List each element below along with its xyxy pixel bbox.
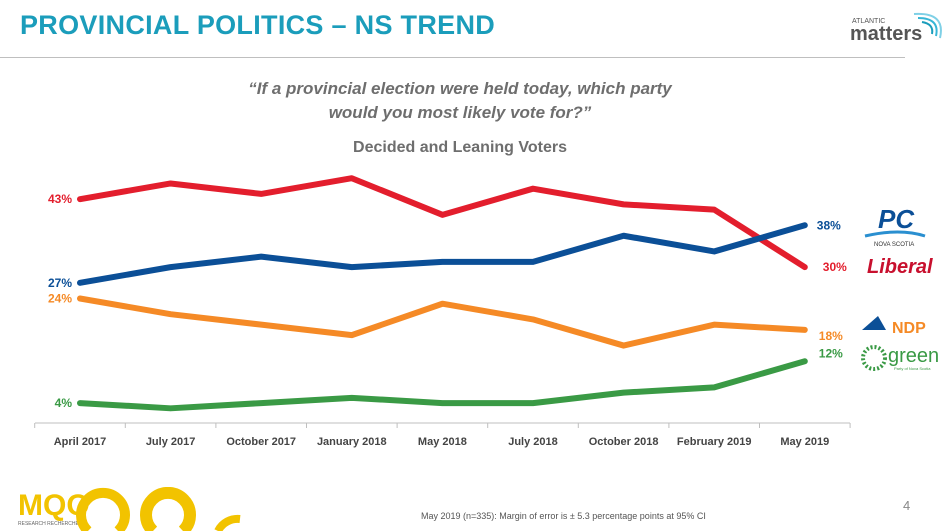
question-line-2: would you most likely vote for?”: [328, 103, 592, 122]
party-logos: PC NOVA SCOTIA Liberal NDP green Party o…: [861, 204, 939, 371]
series-line-liberal: [77, 175, 808, 271]
green-logo: green: [888, 345, 939, 367]
header-divider: [0, 57, 905, 58]
decorative-ring: [140, 487, 196, 531]
x-tick-label: February 2019: [677, 436, 752, 448]
series-line-ndp: [77, 295, 808, 349]
x-tick-label: October 2017: [226, 436, 296, 448]
x-tick-label: April 2017: [54, 436, 107, 448]
start-label-liberal: 43%: [48, 192, 72, 206]
x-tick-label: January 2018: [317, 436, 387, 448]
footnote: May 2019 (n=335): Margin of error is ± 5…: [421, 511, 706, 521]
end-label-green: 12%: [819, 346, 843, 360]
end-label-ndp: 18%: [819, 329, 843, 343]
atlantic-matters-logo: ATLANTIC matters: [850, 12, 942, 45]
svg-text:matters: matters: [850, 23, 922, 45]
series-line-green: [77, 358, 808, 412]
pc-logo-sub: NOVA SCOTIA: [874, 242, 914, 248]
page-number: 4: [903, 498, 911, 513]
chart-subtitle: Decided and Leaning Voters: [353, 139, 567, 156]
x-tick-label: May 2018: [418, 436, 467, 448]
liberal-logo: Liberal: [867, 256, 933, 278]
x-tick-label: July 2018: [508, 436, 558, 448]
x-tick-label: October 2018: [589, 436, 659, 448]
decorative-ring: [214, 514, 241, 531]
x-tick-label: July 2017: [146, 436, 196, 448]
ndp-logo: NDP: [892, 320, 926, 337]
start-label-green: 4%: [55, 396, 73, 410]
end-label-pc: 38%: [817, 218, 841, 232]
green-logo-sub: Party of Nova Scotia: [894, 366, 931, 371]
mqo-logo: MQO RESEARCH RECHERCHE: [18, 487, 241, 531]
pc-logo: PC: [878, 204, 915, 234]
page-title: PROVINCIAL POLITICS – NS TREND: [20, 10, 496, 40]
start-label-ndp: 24%: [48, 292, 72, 306]
question-line-1: “If a provincial election were held toda…: [248, 79, 672, 98]
x-tick-label: May 2019: [780, 436, 829, 448]
series-line-pc: [77, 222, 808, 286]
start-label-pc: 27%: [48, 276, 72, 290]
svg-text:RESEARCH RECHERCHE: RESEARCH RECHERCHE: [18, 521, 80, 527]
svg-text:ATLANTIC: ATLANTIC: [852, 18, 885, 25]
end-label-liberal: 30%: [823, 260, 847, 274]
decorative-ring: [76, 487, 130, 531]
